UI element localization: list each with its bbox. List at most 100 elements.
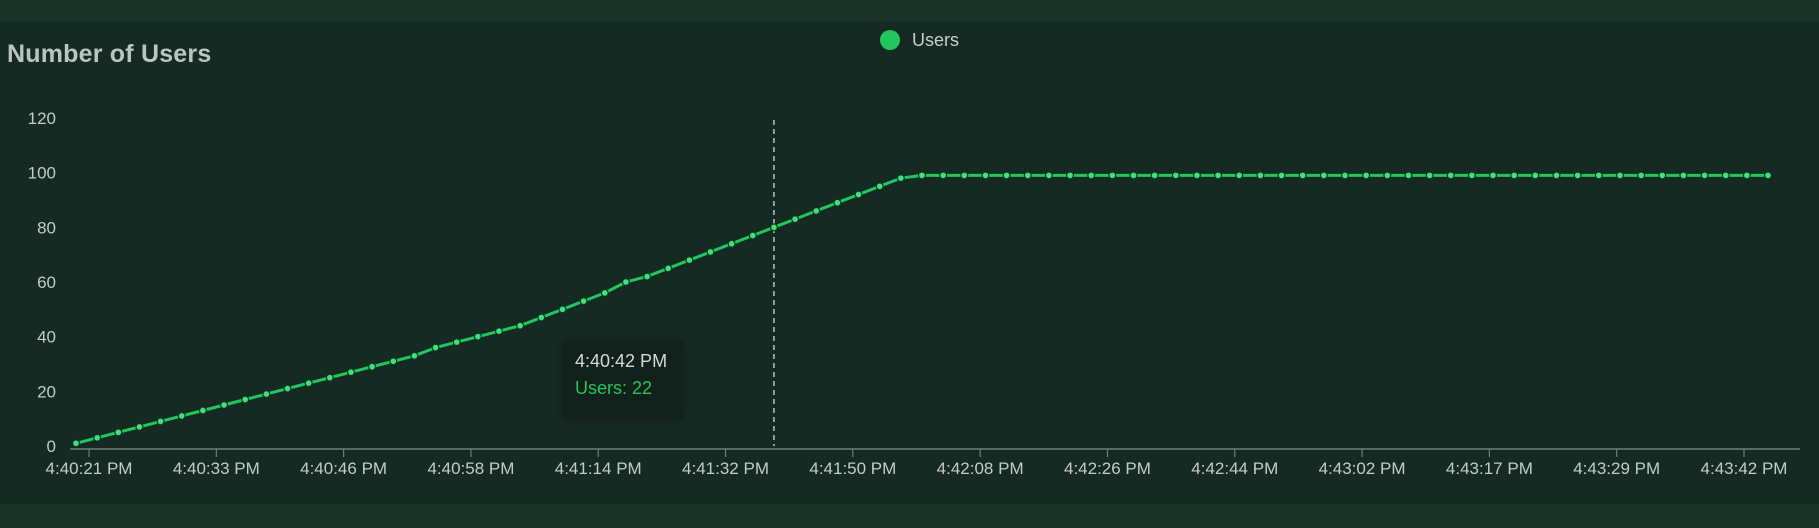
data-point[interactable] [664, 264, 673, 273]
data-point[interactable] [558, 305, 567, 314]
x-tick-label: 4:40:33 PM [173, 459, 260, 478]
data-point[interactable] [791, 215, 800, 224]
data-point[interactable] [643, 272, 652, 281]
data-point[interactable] [1235, 171, 1244, 180]
data-point[interactable] [1171, 171, 1180, 180]
data-point[interactable] [1192, 171, 1201, 180]
data-point[interactable] [1637, 171, 1646, 180]
data-point[interactable] [1129, 171, 1138, 180]
data-point[interactable] [896, 174, 905, 183]
data-point[interactable] [1467, 171, 1476, 180]
data-point[interactable] [769, 223, 778, 232]
data-point[interactable] [960, 171, 969, 180]
data-point[interactable] [1002, 171, 1011, 180]
legend-label: Users [912, 29, 960, 50]
x-tick-label: 4:43:17 PM [1446, 459, 1533, 478]
data-point[interactable] [1573, 171, 1582, 180]
data-point[interactable] [431, 343, 440, 352]
data-point[interactable] [600, 288, 609, 297]
series-points-users[interactable] [71, 171, 1772, 448]
x-tick-label: 4:40:21 PM [46, 459, 133, 478]
x-tick-label: 4:43:42 PM [1701, 459, 1788, 478]
y-tick-label: 120 [28, 109, 56, 128]
data-point[interactable] [1404, 171, 1413, 180]
data-point[interactable] [93, 433, 102, 442]
data-point[interactable] [452, 338, 461, 347]
data-point[interactable] [1362, 171, 1371, 180]
data-point[interactable] [917, 171, 926, 180]
data-point[interactable] [304, 379, 313, 388]
data-point[interactable] [579, 297, 588, 306]
data-point[interactable] [368, 362, 377, 371]
data-point[interactable] [1594, 171, 1603, 180]
data-point[interactable] [748, 231, 757, 240]
data-point[interactable] [1383, 171, 1392, 180]
data-point[interactable] [516, 321, 525, 330]
x-tick-label: 4:41:32 PM [682, 459, 769, 478]
data-point[interactable] [389, 357, 398, 366]
x-tick-label: 4:41:50 PM [809, 459, 896, 478]
data-point[interactable] [537, 313, 546, 322]
data-point[interactable] [198, 406, 207, 415]
data-point[interactable] [346, 368, 355, 377]
data-point[interactable] [1721, 171, 1730, 180]
data-point[interactable] [1150, 171, 1159, 180]
data-point[interactable] [1615, 171, 1624, 180]
data-point[interactable] [1044, 171, 1053, 180]
data-point[interactable] [685, 256, 694, 265]
data-point[interactable] [854, 190, 863, 199]
data-point[interactable] [473, 332, 482, 341]
data-point[interactable] [1214, 171, 1223, 180]
data-point[interactable] [135, 422, 144, 431]
data-point[interactable] [410, 351, 419, 360]
data-point[interactable] [177, 411, 186, 420]
data-point[interactable] [981, 171, 990, 180]
data-point[interactable] [1023, 171, 1032, 180]
data-point[interactable] [727, 239, 736, 248]
x-tick-label: 4:42:26 PM [1064, 459, 1151, 478]
data-point[interactable] [1679, 171, 1688, 180]
data-point[interactable] [156, 417, 165, 426]
x-tick-label: 4:42:44 PM [1191, 459, 1278, 478]
data-point[interactable] [875, 182, 884, 191]
data-point[interactable] [1489, 171, 1498, 180]
data-point[interactable] [1763, 171, 1772, 180]
data-point[interactable] [114, 428, 123, 437]
data-point[interactable] [1700, 171, 1709, 180]
data-point[interactable] [71, 439, 80, 448]
data-point[interactable] [1531, 171, 1540, 180]
data-point[interactable] [812, 206, 821, 215]
data-point[interactable] [621, 278, 630, 287]
data-point[interactable] [1340, 171, 1349, 180]
x-tick-label: 4:41:14 PM [555, 459, 642, 478]
data-point[interactable] [1277, 171, 1286, 180]
data-point[interactable] [1066, 171, 1075, 180]
legend-dot-icon [880, 30, 900, 50]
data-point[interactable] [1425, 171, 1434, 180]
data-point[interactable] [495, 327, 504, 336]
data-point[interactable] [1087, 171, 1096, 180]
data-point[interactable] [1298, 171, 1307, 180]
chart-panel: Number of Users Users 0 20 40 60 80 100 120 4:… [0, 22, 1819, 504]
data-point[interactable] [283, 384, 292, 393]
x-tick-label: 4:43:29 PM [1573, 459, 1660, 478]
data-point[interactable] [939, 171, 948, 180]
data-point[interactable] [1510, 171, 1519, 180]
data-point[interactable] [706, 247, 715, 256]
data-point[interactable] [1108, 171, 1117, 180]
data-point[interactable] [1742, 171, 1751, 180]
data-point[interactable] [241, 395, 250, 404]
data-point[interactable] [220, 401, 229, 410]
series-line-users [75, 173, 1768, 445]
data-point[interactable] [833, 198, 842, 207]
y-axis: 0 20 40 60 80 100 120 [28, 109, 56, 456]
data-point[interactable] [1658, 171, 1667, 180]
data-point[interactable] [1446, 171, 1455, 180]
data-point[interactable] [325, 373, 334, 382]
data-point[interactable] [1256, 171, 1265, 180]
data-point[interactable] [1552, 171, 1561, 180]
legend[interactable]: Users [880, 28, 959, 52]
data-point[interactable] [1319, 171, 1328, 180]
y-tick-label: 100 [28, 164, 56, 183]
data-point[interactable] [262, 390, 271, 399]
